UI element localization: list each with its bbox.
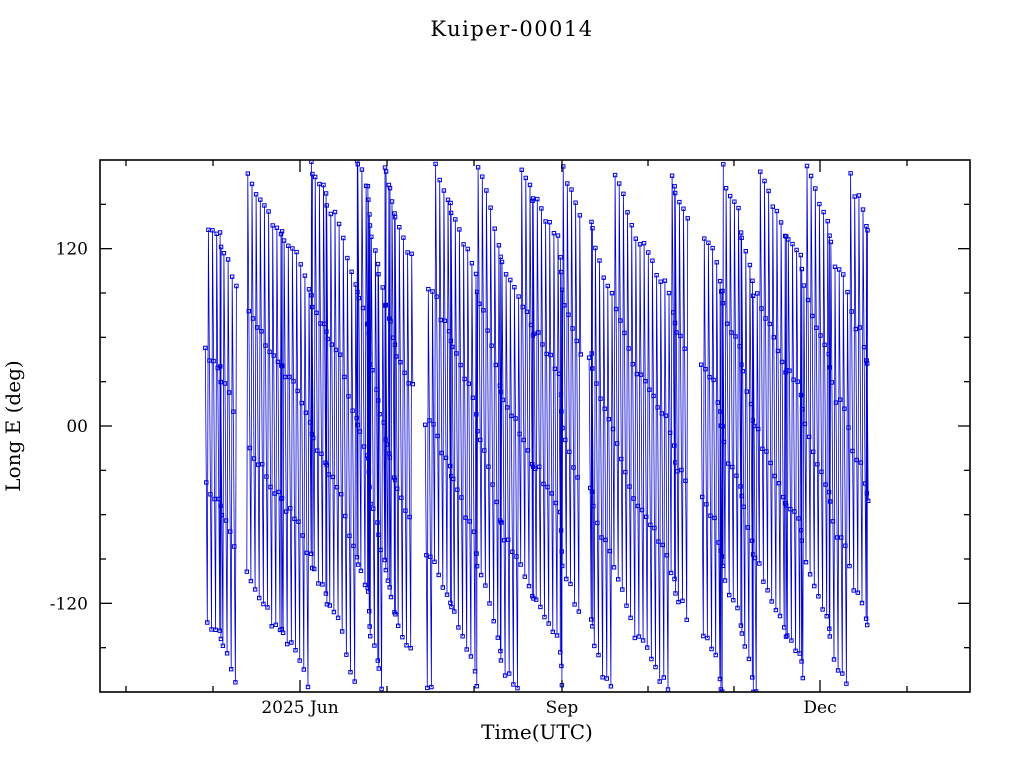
y-tick-label: 00 — [66, 417, 88, 437]
x-tick-label: Dec — [803, 698, 836, 718]
x-tick-label: Sep — [546, 698, 579, 718]
axis-ticks — [100, 160, 970, 692]
data-series-longitude — [203, 160, 871, 692]
x-tick-label: 2025 Jun — [261, 698, 338, 718]
series-line-path — [204, 160, 869, 692]
series-marker-squares — [203, 160, 871, 692]
x-axis-title: Time(UTC) — [481, 720, 593, 744]
y-tick-label: 120 — [56, 240, 88, 260]
chart-title: Kuiper-00014 — [430, 17, 593, 41]
axis-tick-labels: 2025 Jun Sep Dec 120 00 -120 — [50, 240, 837, 718]
y-axis-title: Long E (deg) — [1, 360, 25, 491]
plot-frame — [99, 159, 971, 693]
y-tick-label: -120 — [50, 594, 88, 614]
